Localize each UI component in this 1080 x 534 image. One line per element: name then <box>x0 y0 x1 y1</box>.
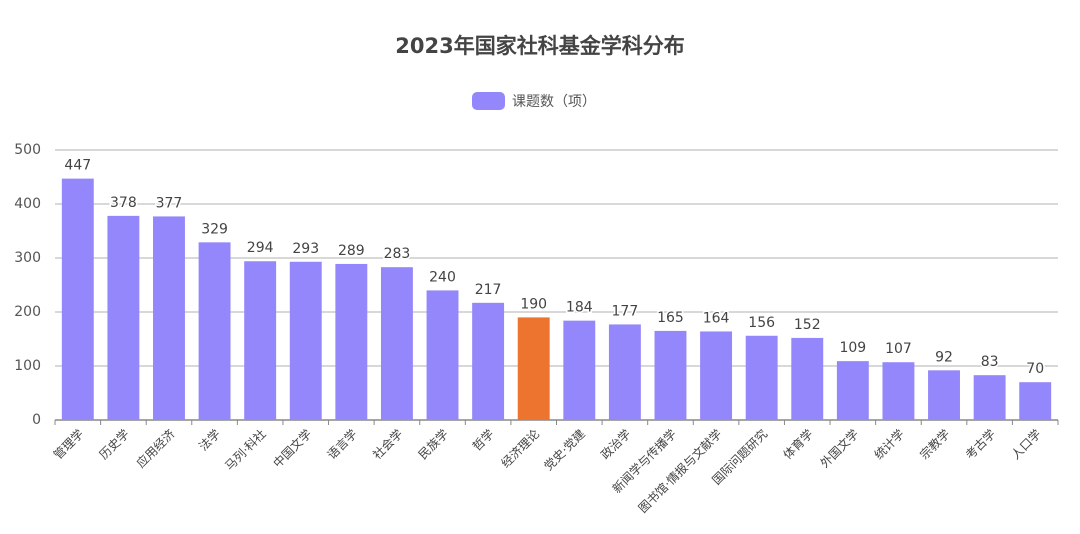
bar <box>198 242 231 420</box>
x-tick-label: 宗教学 <box>917 426 953 462</box>
x-tick-label: 统计学 <box>871 426 907 462</box>
bar <box>1019 382 1052 420</box>
value-label: 329 <box>201 221 228 237</box>
x-tick-label: 人口学 <box>1008 426 1044 462</box>
x-tick-label: 体育学 <box>780 426 816 462</box>
value-label: 70 <box>1026 361 1044 377</box>
value-label: 184 <box>566 300 593 316</box>
bar <box>563 320 596 420</box>
x-tick-label: 经济理论 <box>498 426 543 471</box>
x-tick-label: 哲学 <box>469 426 497 454</box>
y-tick-label: 0 <box>32 412 41 428</box>
bar <box>973 375 1006 420</box>
bar <box>426 290 459 420</box>
value-label: 109 <box>839 340 866 356</box>
y-tick-label: 100 <box>14 358 41 374</box>
value-label: 289 <box>338 243 365 259</box>
legend-swatch <box>472 92 505 110</box>
x-tick-label: 语言学 <box>324 426 360 462</box>
value-label: 177 <box>612 303 639 319</box>
x-tick-label: 历史学 <box>96 426 132 462</box>
bar <box>928 370 960 420</box>
bar <box>289 261 322 420</box>
bar <box>882 362 915 420</box>
chart-title: 2023年国家社科基金学科分布 <box>395 34 684 58</box>
value-label: 165 <box>657 310 684 326</box>
value-label: 190 <box>520 296 547 312</box>
value-label: 156 <box>748 315 775 331</box>
bar <box>244 261 277 420</box>
value-label: 92 <box>935 349 953 365</box>
x-tick-label: 社会学 <box>369 426 405 462</box>
value-label: 240 <box>429 269 456 285</box>
bar <box>61 178 94 420</box>
bar <box>107 215 140 420</box>
y-tick-label: 400 <box>14 196 41 212</box>
bar <box>745 335 778 420</box>
y-tick-label: 200 <box>14 304 41 320</box>
bar <box>380 267 413 420</box>
value-label: 377 <box>156 195 183 211</box>
y-tick-label: 300 <box>14 250 41 266</box>
value-label: 217 <box>475 282 502 298</box>
bar <box>608 324 641 420</box>
x-tick-label: 马列·科社 <box>222 426 269 473</box>
value-label: 378 <box>110 195 137 211</box>
bar <box>791 337 824 420</box>
bar <box>700 331 733 420</box>
value-label: 83 <box>981 354 999 370</box>
bar <box>836 361 869 420</box>
x-tick-label: 考古学 <box>962 426 998 462</box>
value-label: 294 <box>247 240 274 256</box>
x-tick-label: 法学 <box>196 426 224 454</box>
x-tick-label: 政治学 <box>597 426 633 462</box>
value-label: 107 <box>885 341 912 357</box>
x-tick-label: 图书馆·情报与文献学 <box>635 426 725 516</box>
bar <box>517 317 550 420</box>
x-tick-label: 应用经济 <box>133 426 178 471</box>
value-label: 152 <box>794 317 821 333</box>
x-tick-label: 党史·党建 <box>541 426 588 473</box>
x-tick-label: 管理学 <box>50 426 86 462</box>
x-tick-label: 外国文学 <box>817 426 862 471</box>
bar <box>335 263 368 420</box>
y-tick-label: 500 <box>14 142 41 158</box>
value-label: 283 <box>384 246 411 262</box>
bar <box>153 216 185 420</box>
legend-label: 课题数（项） <box>512 94 596 110</box>
bar <box>472 302 505 420</box>
value-label: 164 <box>703 310 730 326</box>
x-tick-label: 中国文学 <box>270 426 315 471</box>
value-label: 293 <box>292 241 319 257</box>
x-tick-label: 民族学 <box>415 426 451 462</box>
value-label: 447 <box>64 158 91 174</box>
bar <box>654 330 687 420</box>
